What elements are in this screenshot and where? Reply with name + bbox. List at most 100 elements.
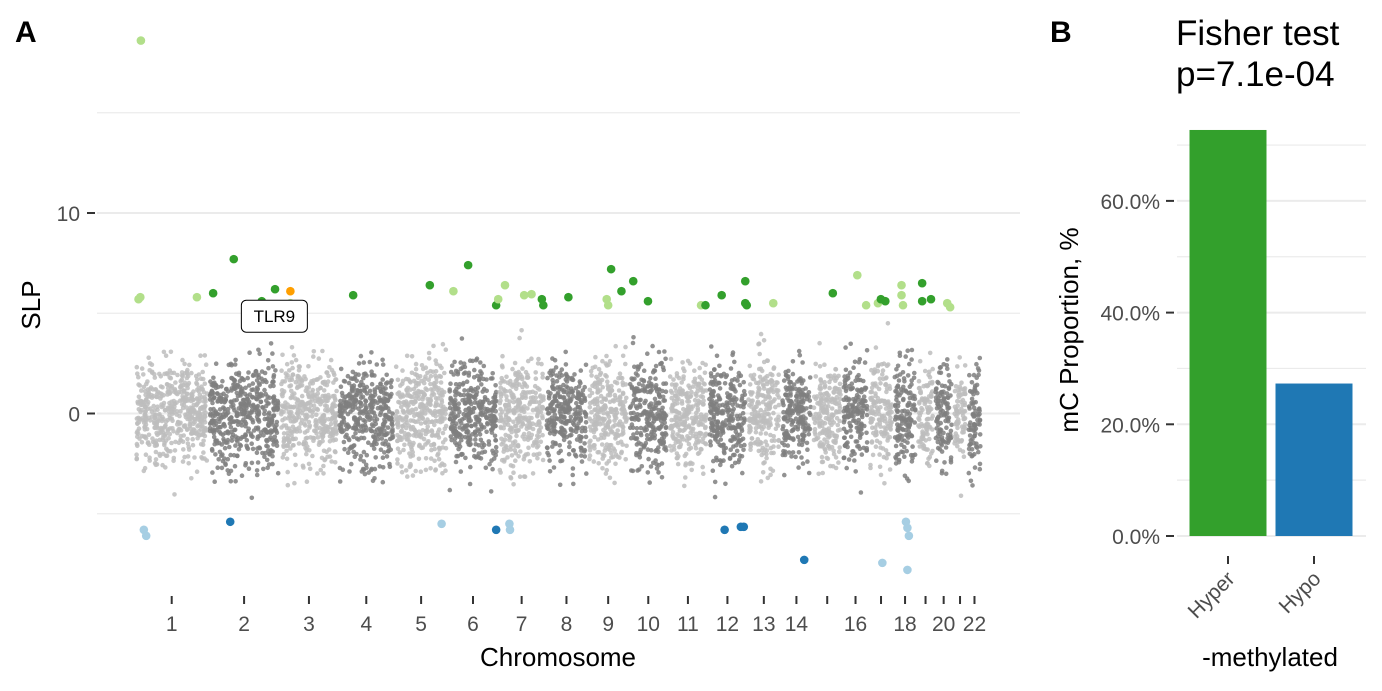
significant-point: [564, 292, 573, 302]
chromosome-points-18: [892, 347, 918, 484]
chromosome-points-13: [746, 331, 782, 484]
x-tick-label: 7: [516, 613, 528, 636]
significant-point: [917, 296, 927, 306]
x-tick-label: 8: [561, 613, 573, 636]
x-tick-label: 16: [844, 613, 867, 636]
significant-point: [208, 288, 218, 298]
x-tick-label: 1: [166, 613, 178, 636]
significant-point: [917, 278, 927, 288]
chromosome-points-9: [587, 343, 630, 486]
panel-b-label: B: [1050, 16, 1072, 49]
significant-point: [229, 254, 239, 264]
chromosome-points-5: [393, 341, 449, 479]
significant-point: [903, 565, 912, 575]
x-tick-label: 22: [963, 613, 986, 636]
significant-point: [463, 260, 473, 270]
x-tick-label: 18: [893, 613, 916, 636]
chromosome-points-chr21: [952, 355, 968, 499]
significant-point: [136, 292, 145, 302]
significant-point: [141, 531, 151, 541]
significant-point: [768, 298, 778, 308]
chromosome-points-6: [447, 336, 499, 494]
significant-point: [903, 523, 912, 533]
manhattan-x-axis-title: Chromosome: [480, 642, 636, 672]
gene-annotation: TLR9: [240, 299, 308, 333]
chromosome-points-3: [279, 345, 339, 488]
x-tick-label: Hyper: [1184, 567, 1240, 623]
bar-x-axis-title: -methylated: [1202, 642, 1338, 672]
significant-point: [740, 276, 750, 286]
x-tick-label: 4: [360, 613, 372, 636]
x-tick-label: Hypo: [1275, 567, 1326, 618]
x-tick-label: 12: [716, 613, 739, 636]
manhattan-significant-points: [134, 36, 955, 575]
chromosome-points-chr17: [868, 321, 894, 486]
bars: [1189, 129, 1353, 536]
chromosome-points-4: [337, 350, 396, 485]
significant-point: [136, 36, 146, 45]
significant-point: [270, 284, 280, 294]
significant-point: [852, 270, 862, 280]
bar-y-axis: 0.0% 20.0% 40.0% 60.0%: [1100, 191, 1174, 549]
significant-point: [897, 290, 906, 300]
significant-point: [505, 525, 515, 535]
significant-point: [861, 300, 871, 310]
x-tick-label: 13: [752, 613, 775, 636]
significant-point: [527, 289, 536, 299]
significant-point: [628, 276, 638, 286]
significant-point: [603, 300, 613, 310]
x-tick-label: 10: [637, 613, 660, 636]
x-tick-label: 20: [932, 613, 955, 636]
manhattan-point-cloud: [134, 321, 983, 501]
significant-point: [717, 290, 726, 300]
x-tick-label: 9: [602, 613, 614, 636]
y-tick-label: 0: [68, 404, 80, 427]
significant-point: [606, 264, 616, 274]
significant-point: [493, 294, 503, 304]
bar-hypo: [1275, 383, 1353, 536]
y-tick-label: 0.0%: [1112, 526, 1160, 549]
significant-point: [898, 300, 908, 310]
bar-hyper: [1189, 129, 1267, 536]
chromosome-points-10: [627, 335, 669, 485]
significant-point: [617, 286, 626, 296]
significant-point: [897, 280, 906, 290]
chromosome-points-chr19: [916, 350, 935, 469]
significant-point: [701, 300, 710, 310]
significant-point: [828, 288, 838, 298]
manhattan-panel: TLR9 010 1 2 3 4 5 6 7 8 9 10 11 12 13 14 16 18 20 22 A S…: [15, 16, 1020, 672]
chromosome-points-11: [667, 356, 709, 489]
significant-point: [878, 558, 887, 568]
annotation-label-text: TLR9: [254, 307, 296, 326]
chromosome-points-chr15: [811, 340, 843, 477]
x-tick-label: 11: [677, 613, 699, 636]
significant-point: [720, 525, 729, 535]
x-tick-label: 14: [785, 613, 809, 636]
bar-chart-title-line1: Fisher test: [1176, 14, 1340, 53]
significant-point: [539, 300, 548, 310]
significant-point: [425, 280, 435, 290]
significant-point: [348, 290, 358, 300]
chromosome-points-16: [841, 341, 870, 495]
manhattan-x-axis: 1 2 3 4 5 6 7 8 9 10 11 12 13 14 16 18 20 22: [166, 596, 986, 636]
chromosome-points-1: [134, 349, 210, 497]
significant-point: [881, 296, 890, 306]
annotation-label-box: [240, 299, 308, 333]
significant-point: [286, 286, 295, 296]
chromosome-points-20: [933, 357, 954, 477]
chromosome-points-7: [497, 328, 546, 487]
chromosome-points-22: [966, 355, 983, 488]
y-tick-label: 60.0%: [1100, 191, 1160, 214]
significant-point: [500, 280, 510, 290]
significant-point: [192, 292, 202, 302]
chromosome-points-2: [207, 341, 281, 501]
significant-point: [491, 525, 501, 535]
significant-point: [742, 300, 752, 310]
significant-point: [643, 296, 653, 306]
x-tick-label: 6: [467, 613, 479, 636]
significant-point: [519, 290, 529, 300]
chromosome-points-8: [544, 349, 589, 488]
y-tick-label: 40.0%: [1100, 303, 1160, 326]
bar-x-axis: Hyper Hypo: [1184, 556, 1326, 623]
panel-a-label: A: [15, 16, 37, 49]
